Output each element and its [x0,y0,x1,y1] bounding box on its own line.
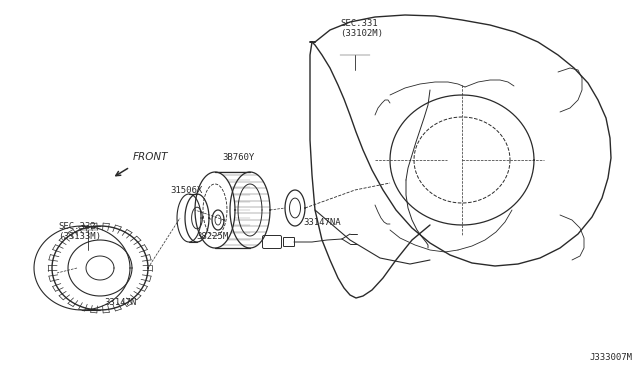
Text: 33147NA: 33147NA [303,218,340,227]
Text: 38225M: 38225M [196,232,228,241]
Text: J333007M: J333007M [589,353,632,362]
Text: SEC.332
(33133M): SEC.332 (33133M) [58,222,101,241]
Text: SEC.331
(33102M): SEC.331 (33102M) [340,19,383,38]
Text: FRONT: FRONT [133,152,168,162]
Text: 3B760Y: 3B760Y [222,153,254,162]
Text: 31506X: 31506X [170,186,202,195]
Text: 33147N: 33147N [104,298,136,307]
